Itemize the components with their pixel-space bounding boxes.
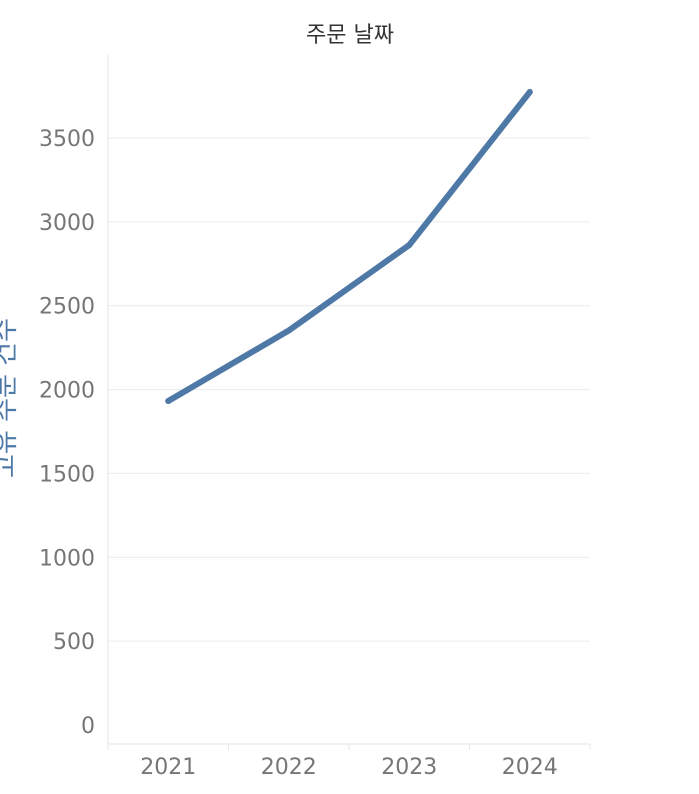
data-point [165,397,172,404]
y-tick-label: 1000 [39,546,95,571]
data-point [285,327,292,334]
series-line [165,89,533,404]
x-tick-label: 2024 [502,755,558,780]
x-tick-label: 2021 [140,755,196,780]
y-tick-label: 0 [81,714,95,739]
data-point [526,89,533,96]
y-tick-label: 500 [53,630,95,655]
y-tick-label: 2500 [39,295,95,320]
data-point [406,242,413,249]
series-layer [165,89,533,404]
y-tick-label: 3500 [39,127,95,152]
x-tick-labels: 2021 2022 2023 2024 [107,744,591,780]
grid-lines [108,137,590,642]
y-axis-title: 고유 주문 건수 [0,318,21,478]
x-axis-title: 주문 날짜 [306,23,394,48]
y-tick-labels: 0 500 1000 1500 2000 2500 3000 3500 [39,127,95,739]
x-tick-label: 2022 [261,755,317,780]
y-tick-label: 2000 [39,379,95,404]
y-tick-label: 3000 [39,211,95,236]
x-tick-label: 2023 [381,755,437,780]
y-tick-label: 1500 [39,462,95,487]
